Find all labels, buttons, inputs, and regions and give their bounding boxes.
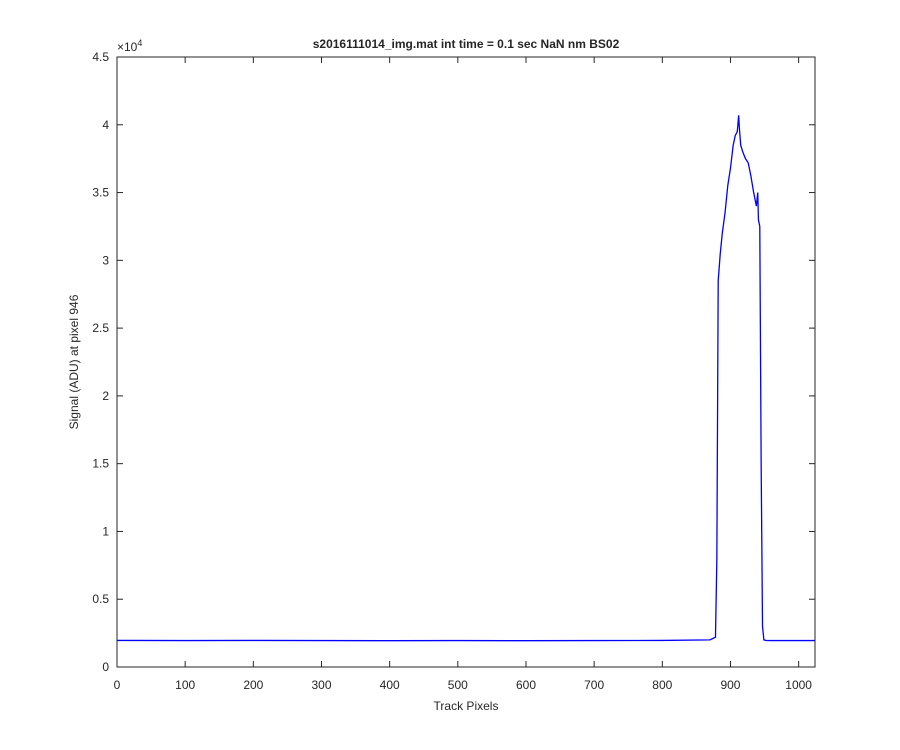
y-tick-label: 1: [102, 524, 109, 538]
y-tick-label: 3: [102, 253, 109, 267]
y-exponent: ×104: [117, 38, 142, 54]
y-tick-label: 3.5: [92, 186, 109, 200]
y-axis-label: Signal (ADU) at pixel 946: [67, 294, 81, 429]
x-tick-label: 100: [175, 678, 195, 692]
y-exponent-power: 4: [137, 38, 142, 48]
x-tick-label: 500: [448, 678, 468, 692]
x-tick-label: 400: [380, 678, 400, 692]
y-tick-label: 1.5: [92, 457, 109, 471]
x-tick-label: 0: [114, 678, 121, 692]
y-tick-label: 0.5: [92, 592, 109, 606]
y-tick-label: 4: [102, 118, 109, 132]
y-tick-label: 2.5: [92, 321, 109, 335]
chart-title: s2016111014_img.mat int time = 0.1 sec N…: [313, 37, 620, 51]
data-line: [116, 115, 815, 642]
x-tick-label: 900: [720, 678, 740, 692]
x-tick-label: 200: [243, 678, 263, 692]
plot-frame: [116, 56, 816, 668]
x-tick-label: 600: [516, 678, 536, 692]
y-exponent-base: ×10: [117, 40, 138, 54]
x-tick-label: 700: [584, 678, 604, 692]
x-axis-label: Track Pixels: [434, 699, 499, 713]
x-tick-label: 300: [311, 678, 331, 692]
x-tick-label: 800: [652, 678, 672, 692]
y-tick-label: 4.5: [92, 50, 109, 64]
y-tick-label: 2: [102, 389, 109, 403]
x-tick-label: 1000: [785, 678, 812, 692]
y-tick-label: 0: [102, 660, 109, 674]
